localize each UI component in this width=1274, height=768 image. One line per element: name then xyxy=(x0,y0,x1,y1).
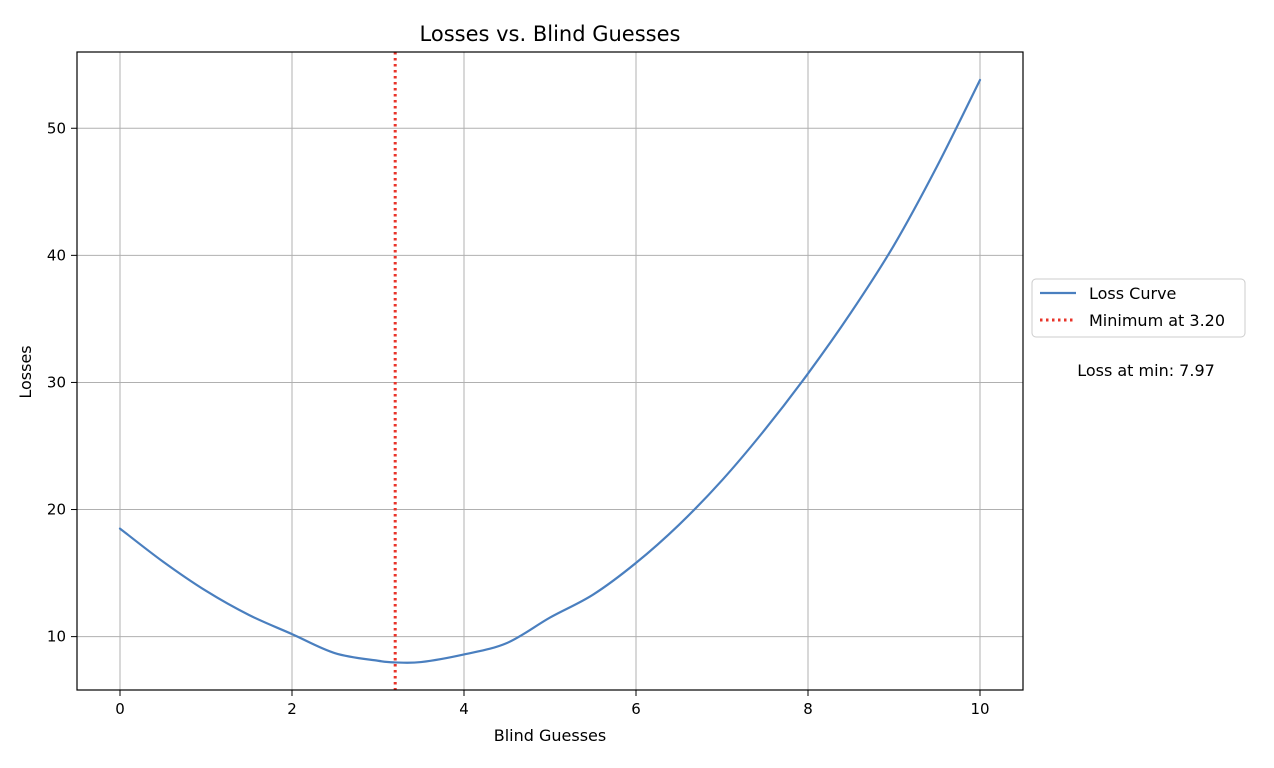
x-axis-ticks: 0 2 4 6 8 10 xyxy=(115,690,990,718)
legend-box xyxy=(1031,278,1246,338)
y-tick-label: 20 xyxy=(47,501,66,519)
series-line-loss-curve xyxy=(118,78,982,664)
grid-layer xyxy=(77,52,1023,690)
chart-title: Losses vs. Blind Guesses xyxy=(420,22,681,46)
min-loss-annotation: Loss at min: 7.97 xyxy=(1077,361,1215,380)
y-axis-ticks: 10 20 30 40 50 xyxy=(47,119,77,646)
x-tick-label: 0 xyxy=(115,700,125,718)
y-tick-label: 40 xyxy=(47,246,66,264)
series-layer xyxy=(118,52,982,690)
y-tick-label: 50 xyxy=(47,119,66,137)
plot-frame xyxy=(76,51,1024,691)
x-tick-label: 8 xyxy=(803,700,813,718)
y-axis-label: Losses xyxy=(16,345,35,398)
x-tick-label: 2 xyxy=(287,700,297,718)
legend-label-minimum: Minimum at 3.20 xyxy=(1089,311,1225,330)
legend-label-loss-curve: Loss Curve xyxy=(1089,284,1176,303)
legend: Loss Curve Minimum at 3.20 xyxy=(1031,278,1246,338)
x-tick-label: 10 xyxy=(970,700,989,718)
x-tick-label: 6 xyxy=(631,700,641,718)
x-axis-label: Blind Guesses xyxy=(494,726,606,745)
y-tick-label: 30 xyxy=(47,373,66,391)
y-tick-label: 10 xyxy=(47,628,66,646)
x-tick-label: 4 xyxy=(459,700,469,718)
